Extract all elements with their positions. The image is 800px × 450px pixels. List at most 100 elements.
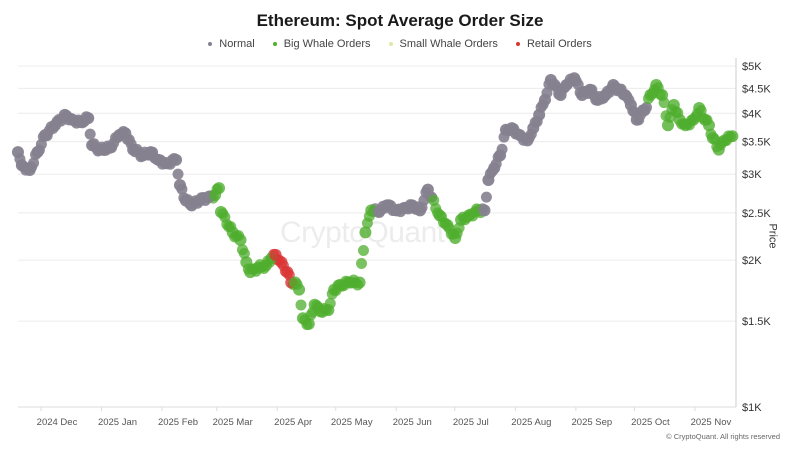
data-point-big-whale (334, 278, 347, 291)
data-point-normal (421, 183, 434, 196)
data-point-normal (39, 129, 52, 142)
data-point-normal (638, 104, 651, 117)
data-point-normal (482, 173, 495, 186)
copyright-footer: © CryptoQuant. All rights reserved (666, 432, 780, 441)
data-point-big-whale (343, 276, 356, 289)
x-tick-label: 2025 Apr (274, 417, 312, 428)
data-point-big-whale (293, 283, 306, 296)
data-point-normal (544, 74, 557, 87)
data-point-big-whale (462, 209, 475, 222)
y-axis-title: Price (766, 223, 779, 249)
y-tick-label: $1K (742, 402, 762, 414)
data-point-normal (505, 122, 518, 135)
legend-item-small-whale[interactable]: Small Whale Orders (388, 38, 498, 50)
data-point-normal (172, 168, 184, 180)
data-point-normal (84, 128, 96, 140)
data-point-retail (281, 266, 294, 279)
x-tick-label: 2025 Oct (631, 417, 670, 428)
x-tick-label: 2025 Jun (393, 417, 432, 428)
data-point-normal (170, 153, 183, 166)
data-point-big-whale (226, 226, 239, 239)
data-point-normal (583, 83, 596, 96)
legend-dot-icon (388, 42, 393, 46)
data-point-big-whale (433, 209, 446, 222)
data-point-big-whale (357, 245, 369, 257)
data-point-big-whale (295, 299, 307, 311)
data-point-big-whale (644, 89, 657, 102)
data-point-big-whale (702, 119, 715, 132)
x-tick-label: 2024 Dec (37, 417, 78, 428)
legend-item-big-whale[interactable]: Big Whale Orders (272, 38, 371, 50)
data-point-normal (193, 194, 206, 207)
data-point-big-whale (706, 131, 719, 144)
data-point-normal (23, 164, 36, 177)
data-point-big-whale (353, 276, 366, 289)
x-tick-label: 2025 Jul (453, 417, 489, 428)
legend-label: Big Whale Orders (283, 38, 371, 50)
data-point-normal (119, 127, 132, 140)
grid (18, 65, 736, 408)
x-tick-label: 2025 May (331, 417, 373, 428)
data-point-normal (49, 119, 62, 132)
y-axis: $5K $4.5K $4K $3.5K $3K $2.5K $2K $1.5K $1K (735, 58, 771, 414)
legend-dot-icon (208, 42, 213, 46)
data-point-big-whale (234, 233, 247, 246)
data-point-normal (539, 93, 551, 106)
data-point-big-whale (449, 232, 462, 245)
data-point-big-whale (656, 89, 669, 102)
data-point-big-whale (687, 113, 700, 126)
legend-item-normal[interactable]: Normal (208, 38, 255, 50)
data-point-normal (480, 191, 492, 203)
x-axis: 2024 Dec 2025 Jan 2025 Feb 2025 Mar 2025 Apr… (18, 406, 736, 428)
legend-dot-icon (272, 42, 277, 46)
data-point-normal (373, 206, 386, 219)
data-point-normal (478, 204, 491, 217)
legend-item-retail[interactable]: Retail Orders (515, 38, 592, 50)
legend-label: Small Whale Orders (399, 38, 498, 50)
data-point-normal (414, 204, 427, 217)
x-tick-label: 2025 Sep (572, 417, 613, 428)
data-point-normal (527, 122, 540, 135)
data-point-normal (521, 134, 534, 147)
data-point-normal (93, 143, 106, 156)
data-point-normal (568, 72, 581, 85)
data-point-normal (533, 108, 546, 121)
data-point-big-whale (240, 256, 253, 269)
data-point-normal (624, 98, 637, 111)
x-tick-label: 2025 Mar (213, 417, 253, 428)
data-point-normal (380, 199, 393, 212)
data-point-big-whale (712, 143, 725, 156)
x-tick-label: 2025 Feb (158, 417, 198, 428)
data-point-normal (173, 179, 186, 192)
data-point-big-whale (441, 219, 454, 232)
data-point-normal (144, 146, 157, 159)
data-point-normal (560, 79, 573, 92)
data-point-normal (11, 146, 24, 159)
data-point-big-whale (213, 182, 226, 195)
x-tick-label: 2025 Aug (511, 417, 551, 428)
data-point-normal (554, 89, 567, 102)
legend-dot-icon (515, 42, 520, 46)
data-point-big-whale (650, 79, 663, 92)
data-point-big-whale (238, 247, 250, 259)
y-tick-label: $5K (742, 61, 762, 73)
data-point-big-whale (359, 226, 372, 239)
legend-label: Retail Orders (526, 38, 592, 50)
data-point-big-whale (726, 130, 739, 143)
data-points (11, 72, 739, 331)
data-point-normal (488, 161, 501, 174)
data-point-big-whale (693, 102, 706, 115)
data-point-big-whale (322, 304, 335, 317)
data-point-big-whale (667, 98, 680, 111)
data-point-normal (599, 89, 612, 102)
chart-legend: Normal Big Whale Orders Small Whale Orde… (0, 38, 800, 50)
y-tick-label: $3.5K (742, 137, 771, 149)
y-tick-label: $4.5K (742, 83, 771, 95)
data-point-normal (127, 143, 140, 156)
y-tick-label: $4K (742, 108, 762, 120)
data-point-big-whale (661, 119, 674, 132)
data-point-normal (630, 113, 643, 126)
data-point-normal (82, 112, 95, 125)
data-point-normal (103, 141, 116, 154)
